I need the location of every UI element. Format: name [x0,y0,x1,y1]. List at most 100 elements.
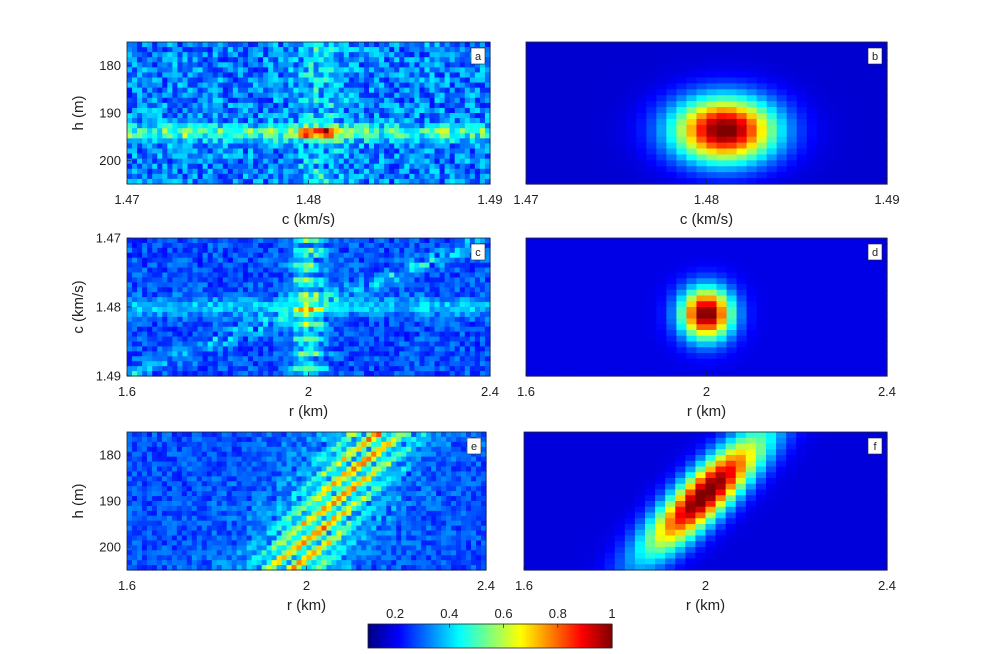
heatmap-cell [536,324,547,331]
heatmap-cell [459,346,466,352]
heatmap-cell [278,67,284,74]
heatmap-cell [162,257,168,264]
heatmap-cell [232,113,239,119]
heatmap-cell [826,118,838,126]
heatmap-cell [137,143,143,150]
heatmap-cell [308,138,315,145]
heatmap-cell [142,302,148,308]
heatmap-cell [212,97,219,104]
heatmap-cell [394,302,400,308]
heatmap-cell [318,272,325,279]
heatmap-cell [323,72,330,79]
heatmap-cell [454,351,461,357]
heatmap-cell [293,257,300,264]
heatmap-cell [222,97,229,104]
heatmap-cell [298,238,305,244]
panel-label-box [470,47,486,65]
heatmap-cell [263,287,269,293]
heatmap-cell [656,118,667,126]
heatmap-cell [242,321,249,328]
heatmap-cell [394,133,400,139]
heatmap-cell [414,371,421,377]
heatmap-cell [469,82,476,89]
heatmap-cell [127,77,133,84]
heatmap-cell [766,95,778,102]
heatmap-cell [167,163,173,170]
heatmap-cell [237,238,244,244]
heatmap-cell [636,148,647,156]
heatmap-cell [202,47,209,53]
heatmap-cell [526,335,537,343]
heatmap-cell [474,107,481,114]
heatmap-cell [187,297,194,303]
heatmap-cell [454,242,461,249]
heatmap-cell [248,133,254,139]
heatmap-cell [479,307,486,313]
heatmap-cell [676,95,688,102]
heatmap-cell [746,47,758,55]
heatmap-cell [389,123,395,129]
heatmap-cell [404,311,410,318]
heatmap-cell [253,102,259,109]
heatmap-cell [796,71,808,79]
heatmap-cell [444,262,451,269]
heatmap-cell [278,331,284,338]
heatmap-cell [192,77,199,84]
heatmap-cell [434,163,441,170]
heatmap-cell [298,331,305,338]
heatmap-cell [227,292,234,298]
heatmap-cell [444,62,451,68]
heatmap-cell [816,89,828,96]
heatmap-cell [222,123,229,129]
heatmap-cell [157,238,163,244]
heatmap-cell [318,42,325,48]
heatmap-cell [172,297,179,303]
heatmap-cell [444,366,451,372]
heatmap-cell [258,272,264,279]
heatmap-cell [127,168,133,175]
heatmap-cell [303,178,310,185]
heatmap-cell [227,173,234,180]
heatmap-cell [459,297,466,303]
heatmap-cell [358,97,365,104]
heatmap-cell [429,178,436,185]
heatmap-cell [856,89,868,96]
heatmap-cell [152,143,158,150]
heatmap-cell [318,341,325,348]
heatmap-cell [333,292,340,298]
heatmap-cell [464,113,471,119]
heatmap-cell [358,326,365,333]
heatmap-cell [323,297,330,303]
heatmap-cell [207,62,214,68]
heatmap-cell [353,361,360,367]
heatmap-cell [283,272,289,279]
heatmap-cell [303,302,310,308]
heatmap-cell [464,287,471,293]
heatmap-cell [394,82,400,89]
heatmap-cell [389,238,395,244]
heatmap-cell [384,107,390,114]
heatmap-cell [348,138,355,145]
heatmap-cell [419,57,426,63]
heatmap-cell [298,153,305,160]
heatmap-cell [248,107,254,114]
heatmap-cell [323,97,330,104]
heatmap-cell [242,107,249,114]
heatmap-cell [414,267,421,274]
heatmap-cell [212,77,219,84]
heatmap-cell [358,282,365,288]
heatmap-cell [338,178,345,185]
heatmap-cell [207,107,214,114]
heatmap-cell [298,52,305,58]
heatmap-cell [157,316,163,323]
heatmap-cell [596,59,607,67]
heatmap-cell [686,53,698,61]
heatmap-cell [696,166,708,173]
heatmap-cell [826,65,838,73]
heatmap-cell [449,178,456,185]
heatmap-cell [399,123,405,129]
heatmap-cell [172,277,179,283]
heatmap-cell [429,252,436,259]
heatmap-cell [379,138,385,145]
heatmap-cell [182,42,189,48]
